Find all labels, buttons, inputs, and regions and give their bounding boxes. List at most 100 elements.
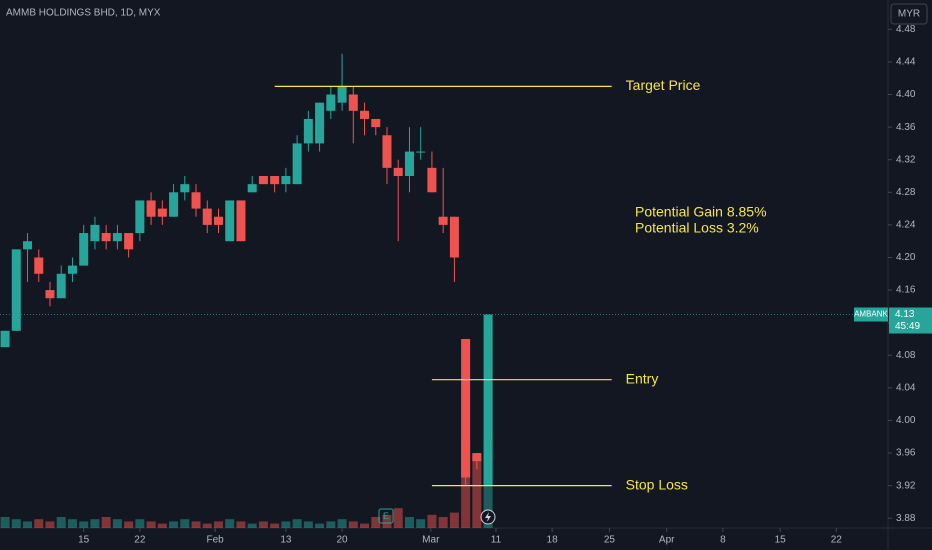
volume-bar xyxy=(90,519,100,528)
candle-body xyxy=(449,216,459,258)
candle-body xyxy=(90,224,100,242)
candle-body xyxy=(404,151,414,176)
candle-body xyxy=(472,453,482,462)
y-tick-label: 4.32 xyxy=(896,154,916,165)
x-tick-label: 20 xyxy=(336,535,348,546)
volume-bar xyxy=(438,517,448,528)
volume-bar xyxy=(315,523,325,528)
note-text: Potential Loss 3.2% xyxy=(635,220,759,236)
candle-body xyxy=(157,208,167,217)
x-tick-label: 13 xyxy=(280,535,292,546)
y-tick-label: 4.08 xyxy=(896,350,916,361)
price-tag xyxy=(889,307,932,334)
candle-body xyxy=(427,167,437,193)
candle-body xyxy=(337,86,347,103)
candle-body xyxy=(416,151,426,153)
volume-bar xyxy=(34,519,44,528)
volume-bar xyxy=(337,519,347,528)
candle-body xyxy=(79,233,89,266)
volume-bar xyxy=(236,521,246,528)
candle-body xyxy=(438,216,448,225)
candle-body xyxy=(191,192,201,209)
candle-body xyxy=(371,118,381,128)
candle-body xyxy=(202,208,212,225)
volume-bar xyxy=(124,521,134,528)
candle-body xyxy=(461,338,471,478)
candle-body xyxy=(45,290,55,299)
candle-body xyxy=(292,143,302,185)
candle-body xyxy=(393,167,403,176)
volume-bar xyxy=(258,521,268,528)
volume-bar xyxy=(169,521,179,528)
symbol-tag xyxy=(854,307,888,322)
annotation-label: Entry xyxy=(626,370,659,386)
y-tick-label: 3.96 xyxy=(896,448,916,459)
candle-body xyxy=(180,184,190,193)
volume-bar xyxy=(67,519,77,528)
volume-bar xyxy=(382,514,392,528)
symbol-tag-text: AMBANK xyxy=(854,310,888,319)
y-tick-label: 4.24 xyxy=(896,220,916,231)
candle-body xyxy=(258,176,268,185)
candle-body xyxy=(247,184,257,193)
volume-bar xyxy=(11,519,21,528)
y-tick-label: 4.40 xyxy=(896,89,916,100)
dividend-icon-bolt xyxy=(485,512,491,522)
candle-body xyxy=(112,233,122,242)
volume-bar xyxy=(23,521,33,528)
candle-body xyxy=(169,192,179,217)
volume-bar xyxy=(270,523,280,528)
note-text: Potential Gain 8.85% xyxy=(635,204,767,220)
candle-body xyxy=(67,265,77,274)
candle-body xyxy=(101,233,111,242)
candle-body xyxy=(382,135,392,168)
volume-bar xyxy=(371,517,381,528)
candle-body xyxy=(326,94,336,111)
candle-body xyxy=(56,273,66,299)
volume-bar xyxy=(281,521,291,528)
volume-bar xyxy=(146,521,156,528)
volume-bar xyxy=(404,517,414,528)
earnings-icon-text[interactable]: E xyxy=(383,511,389,521)
volume-bar xyxy=(191,521,201,528)
volume-bar xyxy=(135,519,145,528)
x-tick-label: 15 xyxy=(78,535,90,546)
price-tag-value: 4.13 xyxy=(895,309,915,320)
y-tick-label: 4.44 xyxy=(896,57,916,68)
candle-body xyxy=(124,233,134,250)
volume-bar xyxy=(247,523,257,528)
candle-body xyxy=(315,102,325,144)
y-tick-label: 4.28 xyxy=(896,187,916,198)
price-tag-countdown: 45:49 xyxy=(895,321,920,332)
volume-bar xyxy=(202,523,212,528)
candle-body xyxy=(270,176,280,185)
x-tick-label: Feb xyxy=(207,535,225,546)
y-tick-label: 4.48 xyxy=(896,24,916,35)
volume-bar xyxy=(213,521,223,528)
currency-button[interactable] xyxy=(890,3,928,25)
x-tick-label: 25 xyxy=(604,535,616,546)
x-tick-label: 15 xyxy=(775,535,787,546)
chart-title: AMMB HOLDINGS BHD, 1D, MYX xyxy=(6,8,161,19)
volume-bar xyxy=(56,517,66,528)
candle-body xyxy=(225,200,235,242)
y-tick-label: 4.20 xyxy=(896,252,916,263)
y-tick-label: 3.88 xyxy=(896,513,916,524)
x-tick-label: 22 xyxy=(831,535,843,546)
currency[interactable]: MYR xyxy=(898,9,920,20)
candle-body xyxy=(34,257,44,274)
volume-bar xyxy=(157,523,167,528)
candle-body xyxy=(11,249,21,331)
volume-bar xyxy=(112,519,122,528)
volume-bar xyxy=(0,517,10,528)
volume-bar xyxy=(180,519,190,528)
x-tick-label: 11 xyxy=(491,535,502,546)
x-tick-label: 18 xyxy=(547,535,559,546)
volume-bar xyxy=(393,508,403,528)
volume-bar xyxy=(303,521,313,528)
candle-body xyxy=(23,241,33,250)
earnings-icon[interactable] xyxy=(378,508,394,524)
volume-bar xyxy=(45,521,55,528)
candle-body xyxy=(483,314,493,486)
y-tick-label: 4.16 xyxy=(896,285,916,296)
